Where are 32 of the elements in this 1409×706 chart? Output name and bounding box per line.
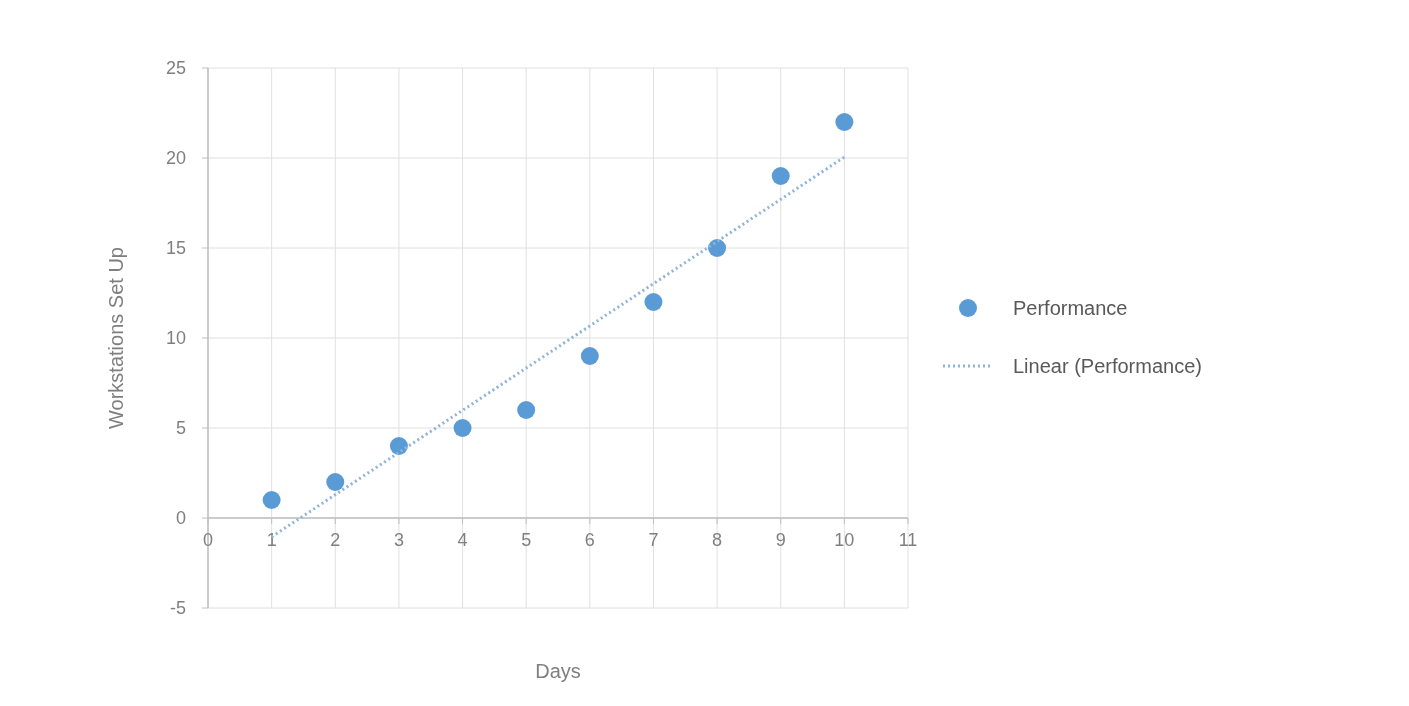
x-tick-label: 11 bbox=[898, 530, 918, 550]
x-tick-label: 3 bbox=[393, 530, 404, 550]
x-tick-label: 10 bbox=[834, 530, 855, 550]
y-tick-label: 20 bbox=[165, 148, 186, 168]
point bbox=[644, 293, 663, 311]
x-tick-label: 0 bbox=[202, 530, 214, 550]
point bbox=[580, 347, 599, 365]
y-tick-label: 0 bbox=[175, 508, 186, 528]
x-tick-label: 5 bbox=[521, 530, 532, 550]
y-tick-label: 25 bbox=[165, 58, 186, 78]
y-tick-label: 10 bbox=[165, 328, 186, 348]
point bbox=[453, 419, 472, 437]
x-tick-label: 8 bbox=[712, 530, 723, 550]
y-tick-label: 15 bbox=[165, 238, 186, 258]
point bbox=[517, 401, 536, 419]
x-tick-label: 9 bbox=[775, 530, 786, 550]
x-tick-label: 4 bbox=[457, 530, 468, 550]
point bbox=[835, 113, 854, 131]
point bbox=[771, 167, 790, 185]
point bbox=[708, 239, 727, 257]
x-axis-title: Days bbox=[535, 660, 581, 682]
y-tick-label: -5 bbox=[169, 598, 186, 618]
point bbox=[326, 473, 345, 491]
y-axis-title: Workstations Set Up bbox=[105, 247, 127, 429]
legend-label: Performance bbox=[1013, 297, 1128, 319]
x-tick-label: 6 bbox=[584, 530, 595, 550]
x-tick-label: 2 bbox=[330, 530, 341, 550]
y-tick-label: 5 bbox=[175, 418, 186, 438]
point bbox=[389, 437, 408, 455]
x-tick-label: 7 bbox=[648, 530, 659, 550]
point bbox=[262, 491, 281, 509]
legend-label: Linear (Performance) bbox=[1013, 355, 1202, 377]
